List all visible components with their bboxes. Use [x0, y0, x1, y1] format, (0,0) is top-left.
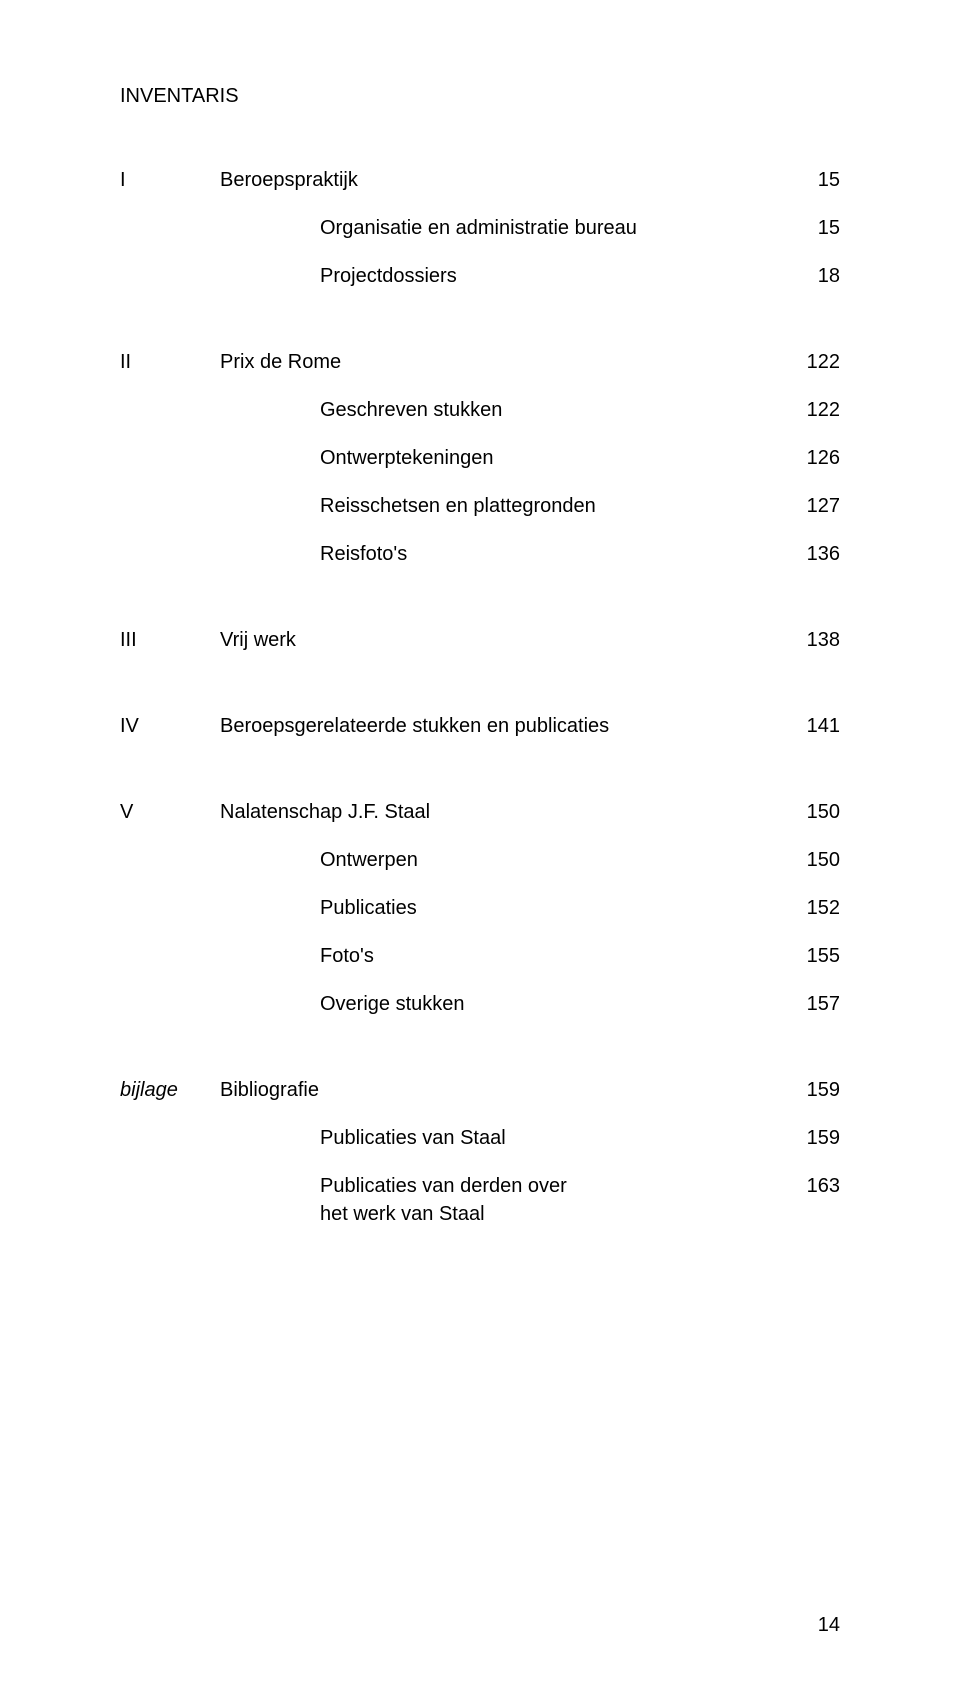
sub-row: Overige stukken 157 — [120, 990, 840, 1018]
section-4: IV Beroepsgerelateerde stukken en public… — [120, 712, 840, 740]
section-row: IV Beroepsgerelateerde stukken en public… — [120, 712, 840, 740]
page-container: INVENTARIS I Beroepspraktijk 15 Organisa… — [0, 0, 960, 1707]
sub-label: Projectdossiers — [220, 262, 780, 290]
sub-label: Organisatie en administratie bureau — [220, 214, 780, 242]
sub-label: Publicaties van Staal — [220, 1124, 780, 1152]
section-label: Bibliografie — [220, 1076, 780, 1104]
sub-page: 126 — [780, 444, 840, 472]
sub-page: 150 — [780, 846, 840, 874]
section-page: 159 — [780, 1076, 840, 1104]
sub-page: 152 — [780, 894, 840, 922]
section-roman: I — [120, 166, 220, 194]
sub-row: Reisfoto's 136 — [120, 540, 840, 568]
section-roman: III — [120, 626, 220, 654]
sub-page: 157 — [780, 990, 840, 1018]
sub-label-line1: Publicaties van derden over — [320, 1175, 567, 1197]
section-2: II Prix de Rome 122 Geschreven stukken 1… — [120, 348, 840, 568]
section-page: 138 — [780, 626, 840, 654]
sub-label-line2: het werk van Staal — [320, 1200, 780, 1228]
section-label: Beroepsgerelateerde stukken en publicati… — [220, 712, 780, 740]
section-row: V Nalatenschap J.F. Staal 150 — [120, 798, 840, 826]
sub-page: 15 — [780, 214, 840, 242]
sub-row: Publicaties van derden over het werk van… — [120, 1172, 840, 1228]
sub-label: Publicaties — [220, 894, 780, 922]
section-row: III Vrij werk 138 — [120, 626, 840, 654]
section-roman: II — [120, 348, 220, 376]
sub-page: 127 — [780, 492, 840, 520]
sub-page: 122 — [780, 396, 840, 424]
section-label: Vrij werk — [220, 626, 780, 654]
section-label: Nalatenschap J.F. Staal — [220, 798, 780, 826]
sub-label: Geschreven stukken — [220, 396, 780, 424]
sub-page: 159 — [780, 1124, 840, 1152]
section-page: 150 — [780, 798, 840, 826]
section-roman: IV — [120, 712, 220, 740]
sub-row: Ontwerptekeningen 126 — [120, 444, 840, 472]
section-row: bijlage Bibliografie 159 — [120, 1076, 840, 1104]
section-5: V Nalatenschap J.F. Staal 150 Ontwerpen … — [120, 798, 840, 1018]
sub-label: Overige stukken — [220, 990, 780, 1018]
sub-label: Foto's — [220, 942, 780, 970]
section-page: 122 — [780, 348, 840, 376]
section-row: II Prix de Rome 122 — [120, 348, 840, 376]
section-roman-italic: bijlage — [120, 1076, 220, 1104]
section-page: 15 — [780, 166, 840, 194]
sub-label: Reisfoto's — [220, 540, 780, 568]
sub-row: Foto's 155 — [120, 942, 840, 970]
sub-page: 18 — [780, 262, 840, 290]
sub-label: Ontwerpen — [220, 846, 780, 874]
sub-row: Geschreven stukken 122 — [120, 396, 840, 424]
page-title: INVENTARIS — [120, 85, 840, 108]
section-1: I Beroepspraktijk 15 Organisatie en admi… — [120, 166, 840, 290]
section-bijlage: bijlage Bibliografie 159 Publicaties van… — [120, 1076, 840, 1228]
sub-label-multiline: Publicaties van derden over het werk van… — [220, 1172, 780, 1228]
section-roman: V — [120, 798, 220, 826]
section-page: 141 — [780, 712, 840, 740]
sub-page: 155 — [780, 942, 840, 970]
sub-row: Projectdossiers 18 — [120, 262, 840, 290]
sub-row: Publicaties 152 — [120, 894, 840, 922]
sub-row: Organisatie en administratie bureau 15 — [120, 214, 840, 242]
sub-row: Ontwerpen 150 — [120, 846, 840, 874]
section-row: I Beroepspraktijk 15 — [120, 166, 840, 194]
section-label: Prix de Rome — [220, 348, 780, 376]
section-3: III Vrij werk 138 — [120, 626, 840, 654]
sub-label: Ontwerptekeningen — [220, 444, 780, 472]
page-number: 14 — [818, 1614, 840, 1637]
sub-page: 136 — [780, 540, 840, 568]
section-label: Beroepspraktijk — [220, 166, 780, 194]
sub-row: Publicaties van Staal 159 — [120, 1124, 840, 1152]
sub-row: Reisschetsen en plattegronden 127 — [120, 492, 840, 520]
sub-page: 163 — [780, 1172, 840, 1200]
sub-label: Reisschetsen en plattegronden — [220, 492, 780, 520]
